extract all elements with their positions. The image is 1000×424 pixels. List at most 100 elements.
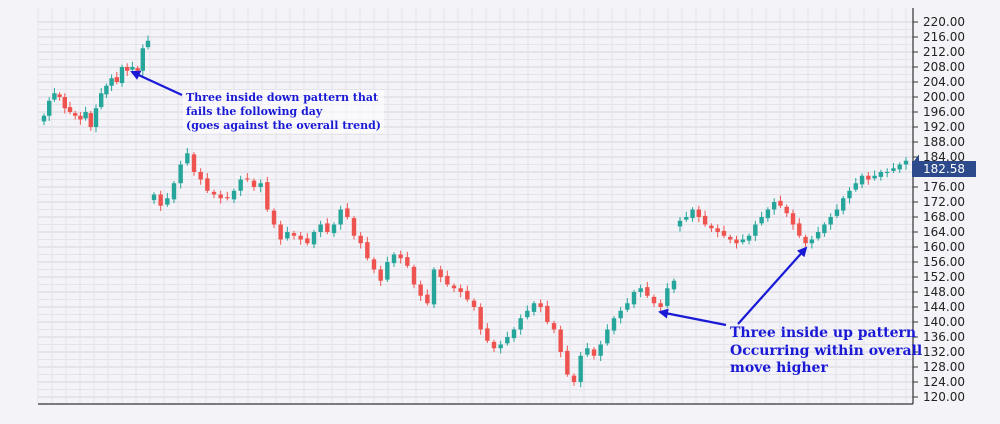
annotation-line: move higher [730,360,828,376]
y-tick-label: 176.00 [923,180,965,194]
candle [491,339,497,352]
candle-body [93,108,99,127]
candle-body [145,40,151,48]
candle-body [511,329,517,339]
candle [771,198,777,215]
candle [78,112,83,125]
candle [518,314,523,335]
candle [631,289,637,309]
candle [311,229,317,249]
candle-body [721,230,727,236]
candle-body [841,198,846,211]
candle [165,193,170,207]
candle-body [611,318,617,331]
candle [114,71,119,85]
candle-body [88,113,93,127]
candle-body [47,100,52,116]
candle-body [109,78,114,86]
candle-body [325,223,330,232]
candle-body [458,288,463,292]
candle-body [411,266,417,285]
candle-body [591,349,597,356]
candle-body [784,206,789,214]
candle-body [878,172,884,177]
candle [778,195,783,208]
candle [325,218,330,235]
candle-body [338,209,343,225]
candle-body [311,232,317,245]
candle-body [57,94,62,97]
candle-body [625,303,630,310]
candle [598,340,603,361]
candle [715,224,720,238]
candle-body [696,209,702,217]
candle-body [83,112,88,119]
candle-body [525,310,530,318]
candle [57,92,62,101]
candle-body [130,67,135,70]
y-tick-label: 148.00 [923,285,965,299]
candle-body [853,183,858,190]
candle [605,324,610,346]
candle [511,327,517,342]
candle [185,148,190,166]
candle [853,178,858,192]
candle-body [358,235,363,244]
candle [305,233,310,246]
candle [538,299,543,313]
candle-body [258,183,263,187]
candle [351,215,357,240]
candle [458,284,463,298]
candle [709,223,714,232]
candle [271,208,277,229]
candle-body [638,288,643,292]
candle [211,189,217,199]
candle-body [631,292,637,305]
candle [828,213,833,230]
candle-body [651,296,657,304]
candle [231,188,237,204]
candle-body [618,310,623,319]
candle-body [140,48,145,71]
candle [684,211,689,222]
candle [658,299,663,313]
candle-body [790,213,796,225]
y-tick-label: 220.00 [923,15,965,29]
candle [884,168,890,178]
candle-body [271,210,277,225]
candle-body [331,224,337,234]
candle-body [690,209,695,219]
candle [625,298,630,312]
candle [478,303,483,335]
annotation-arrow [737,246,808,325]
last-price-badge: 182.58 [912,161,976,177]
candle [651,294,657,307]
candle-body [285,232,290,239]
y-tick-label: 152.00 [923,270,965,284]
candle [753,220,758,241]
candle-body [405,257,410,266]
candle-body [371,259,377,270]
candle-body [531,303,537,312]
candle [151,192,157,204]
candle-body [538,303,543,307]
candle [52,88,57,102]
y-tick-label: 128.00 [923,360,965,374]
candle [847,187,852,204]
candle [378,265,383,286]
candle-body [585,348,590,355]
candle [696,205,702,223]
candle [411,264,417,289]
candle-body [351,218,357,236]
candle [485,323,490,343]
candle-body [125,67,130,71]
candle-body [715,228,720,232]
candle-body [104,85,109,95]
candle-body [598,344,603,356]
candle-body [191,154,197,172]
candle-body [73,113,78,116]
candle [746,233,752,245]
candle [365,236,370,261]
y-tick-label: 120.00 [923,390,965,404]
candle-body [67,107,73,112]
